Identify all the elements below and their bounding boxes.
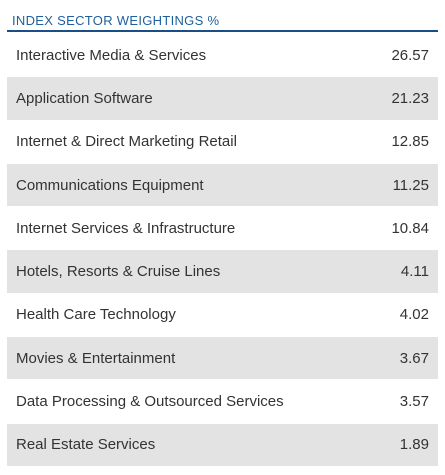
- sector-weight: 4.02: [399, 306, 429, 324]
- sector-weight: 26.57: [391, 46, 429, 64]
- table-row: Interactive Media & Services 26.57: [7, 34, 438, 78]
- sector-weight: 12.85: [391, 133, 429, 151]
- table-row: Hotels, Resorts & Cruise Lines 4.11: [7, 250, 438, 294]
- panel-title: INDEX SECTOR WEIGHTINGS %: [7, 0, 438, 32]
- sector-name: Interactive Media & Services: [16, 46, 207, 64]
- sector-weight: 11.25: [392, 176, 429, 194]
- table-row: Internet Services & Infrastructure 10.84: [7, 207, 438, 251]
- table-row: Real Estate Services 1.89: [7, 423, 438, 467]
- sector-weight: 21.23: [391, 89, 429, 107]
- sector-name: Hotels, Resorts & Cruise Lines: [16, 263, 221, 281]
- sector-weight: 4.11: [400, 263, 429, 281]
- table-row: Internet & Direct Marketing Retail 12.85: [7, 121, 438, 164]
- sector-name: Movies & Entertainment: [16, 349, 176, 367]
- sector-name: Communications Equipment: [16, 176, 204, 194]
- table-row: Communications Equipment 11.25: [7, 163, 438, 208]
- table-row: Application Software 21.23: [7, 77, 438, 121]
- sector-weight: 10.84: [391, 219, 429, 237]
- sector-name: Data Processing & Outsourced Services: [16, 393, 284, 411]
- sector-name: Internet Services & Infrastructure: [16, 219, 236, 237]
- sector-weight: 1.89: [399, 436, 429, 454]
- table-row: Health Care Technology 4.02: [7, 294, 438, 338]
- table-row: Data Processing & Outsourced Services 3.…: [7, 380, 438, 424]
- sector-name: Real Estate Services: [16, 436, 156, 454]
- sector-weight: 3.67: [399, 349, 429, 367]
- sector-weight: 3.57: [399, 393, 429, 411]
- sector-weightings-panel: INDEX SECTOR WEIGHTINGS % Interactive Me…: [7, 0, 438, 467]
- sector-name: Application Software: [16, 89, 153, 107]
- sector-table: Interactive Media & Services 26.57 Appli…: [7, 34, 438, 467]
- table-row: Movies & Entertainment 3.67: [7, 337, 438, 381]
- sector-name: Health Care Technology: [16, 306, 176, 324]
- sector-name: Internet & Direct Marketing Retail: [16, 133, 237, 151]
